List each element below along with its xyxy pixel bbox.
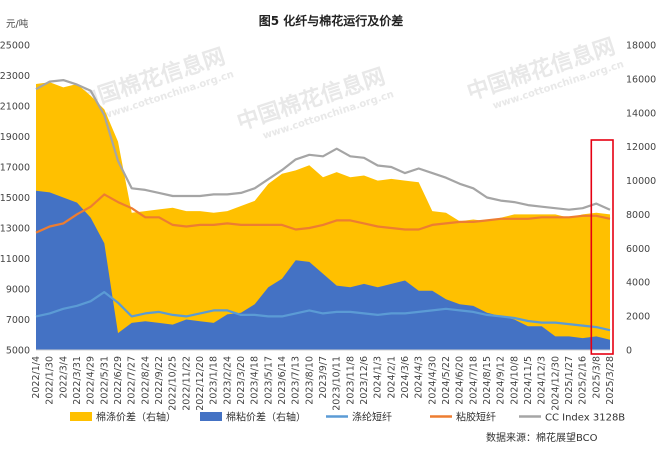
x-tick-label: 2024/6/20 [455, 356, 466, 405]
area-series-0 [36, 82, 610, 351]
x-tick-label: 2023/7/13 [291, 356, 302, 405]
legend-label: 棉涤价差（右轴） [96, 411, 176, 424]
y-left-tick-label: 21000 [0, 102, 30, 113]
x-tick-label: 2022/3/4 [58, 356, 69, 399]
x-tick-label: 2022/6/29 [113, 356, 124, 405]
y-left-tick-label: 5000 [6, 346, 30, 357]
y-left-tick-label: 9000 [6, 285, 30, 296]
x-tick-label: 2024/12/3 [537, 356, 548, 405]
y-left-tick-label: 19000 [0, 132, 30, 143]
x-tick-label: 2022/12/20 [195, 356, 206, 411]
x-tick-label: 2023/4/18 [250, 356, 261, 405]
x-tick-label: 2025/3/28 [605, 356, 616, 405]
y-left-tick-label: 11000 [0, 254, 30, 265]
x-tick-label: 2024/12/30 [550, 356, 561, 411]
x-tick-label: 2022/4/29 [86, 356, 97, 405]
x-tick-label: 2022/1/4 [31, 356, 42, 399]
y-right-tick-label: 0 [626, 346, 632, 357]
x-tick-label: 2023/8/10 [304, 356, 315, 405]
x-tick-label: 2025/1/27 [564, 356, 575, 405]
x-tick-label: 2022/3/31 [72, 356, 83, 405]
x-tick-label: 2023/2/24 [222, 356, 233, 405]
left-axis-unit: 元/吨 [6, 18, 29, 30]
x-tick-label: 2023/10/11 [332, 356, 343, 411]
x-tick-label: 2024/10/8 [509, 356, 520, 405]
x-tick-label: 2024/7/18 [468, 356, 479, 405]
x-tick-label: 2023/1/18 [209, 356, 220, 405]
y-right-tick-label: 4000 [626, 278, 650, 289]
y-left-tick-label: 25000 [0, 41, 30, 52]
legend: 棉涤价差（右轴） 棉粘价差（右轴） 涤纶短纤 粘胶短纤 CC Index 3128B [70, 411, 625, 424]
y-right-tick-label: 8000 [626, 210, 650, 221]
y-right-tick-label: 12000 [626, 142, 656, 153]
x-tick-label: 2024/9/12 [496, 356, 507, 405]
highlight-box [590, 139, 614, 355]
legend-label: 棉粘价差（右轴） [226, 411, 306, 424]
y-right-tick-label: 2000 [626, 312, 650, 323]
x-tick-label: 2024/4/30 [427, 356, 438, 405]
y-right-tick-label: 14000 [626, 108, 656, 119]
y-axis-left: 5000 7000 9000 11000 13000 15000 17000 19000 210… [0, 41, 30, 357]
x-axis: 2022/1/4 2022/1/30 2022/3/4 2022/3/31 2022/4… [31, 356, 616, 411]
y-left-tick-label: 7000 [6, 315, 30, 326]
x-tick-label: 2023/3/20 [236, 356, 247, 405]
x-tick-label: 2024/2/1 [386, 356, 397, 399]
x-tick-label: 2025/3/8 [591, 356, 602, 399]
x-tick-label: 2022/1/30 [45, 356, 56, 405]
legend-label: CC Index 3128B [545, 413, 625, 424]
x-tick-label: 2024/1/3 [373, 356, 384, 399]
y-left-tick-label: 23000 [0, 71, 30, 82]
x-tick-label: 2024/3/6 [400, 356, 411, 399]
x-tick-label: 2023/12/6 [359, 356, 370, 405]
y-right-tick-label: 10000 [626, 176, 656, 187]
x-tick-label: 2023/9/7 [318, 356, 329, 399]
x-tick-label: 2024/4/3 [414, 356, 425, 399]
x-tick-label: 2024/5/22 [441, 356, 452, 405]
x-tick-label: 2022/11/22 [181, 356, 192, 411]
legend-label: 涤纶短纤 [352, 411, 392, 424]
x-tick-label: 2023/11/8 [345, 356, 356, 405]
y-left-tick-label: 17000 [0, 163, 30, 174]
y-left-tick-label: 13000 [0, 224, 30, 235]
chart-title: 图5 化纤与棉花运行及价差 [259, 13, 404, 28]
y-right-tick-label: 6000 [626, 244, 650, 255]
highlight-rect [590, 139, 614, 355]
x-tick-label: 2023/6/14 [277, 356, 288, 405]
x-tick-label: 2022/9/22 [154, 356, 165, 405]
x-tick-label: 2023/5/17 [263, 356, 274, 405]
x-tick-label: 2024/11/5 [523, 356, 534, 405]
legend-label: 粘胶短纤 [456, 411, 496, 424]
x-tick-label: 2022/5/31 [99, 356, 110, 405]
y-right-tick-label: 16000 [626, 74, 656, 85]
x-tick-label: 2022/8/24 [140, 356, 151, 405]
x-tick-label: 2022/10/25 [168, 356, 179, 411]
source-note: 数据来源：棉花展望BCO [486, 431, 598, 444]
y-right-tick-label: 18000 [626, 41, 656, 52]
x-tick-label: 2022/7/27 [127, 356, 138, 405]
y-left-tick-label: 15000 [0, 193, 30, 204]
x-tick-label: 2024/8/15 [482, 356, 493, 405]
legend-swatch [200, 412, 222, 421]
watermark-layer: 中国棉花信息网 www.cottonchina.org.cn 中国棉花信息网 w… [74, 33, 626, 142]
x-tick-label: 2025/2/16 [578, 356, 589, 405]
legend-swatch [70, 412, 92, 421]
line-series-group [35, 79, 611, 340]
y-axis-right: 0 2000 4000 6000 8000 10000 12000 14000 16000 180… [626, 41, 656, 357]
